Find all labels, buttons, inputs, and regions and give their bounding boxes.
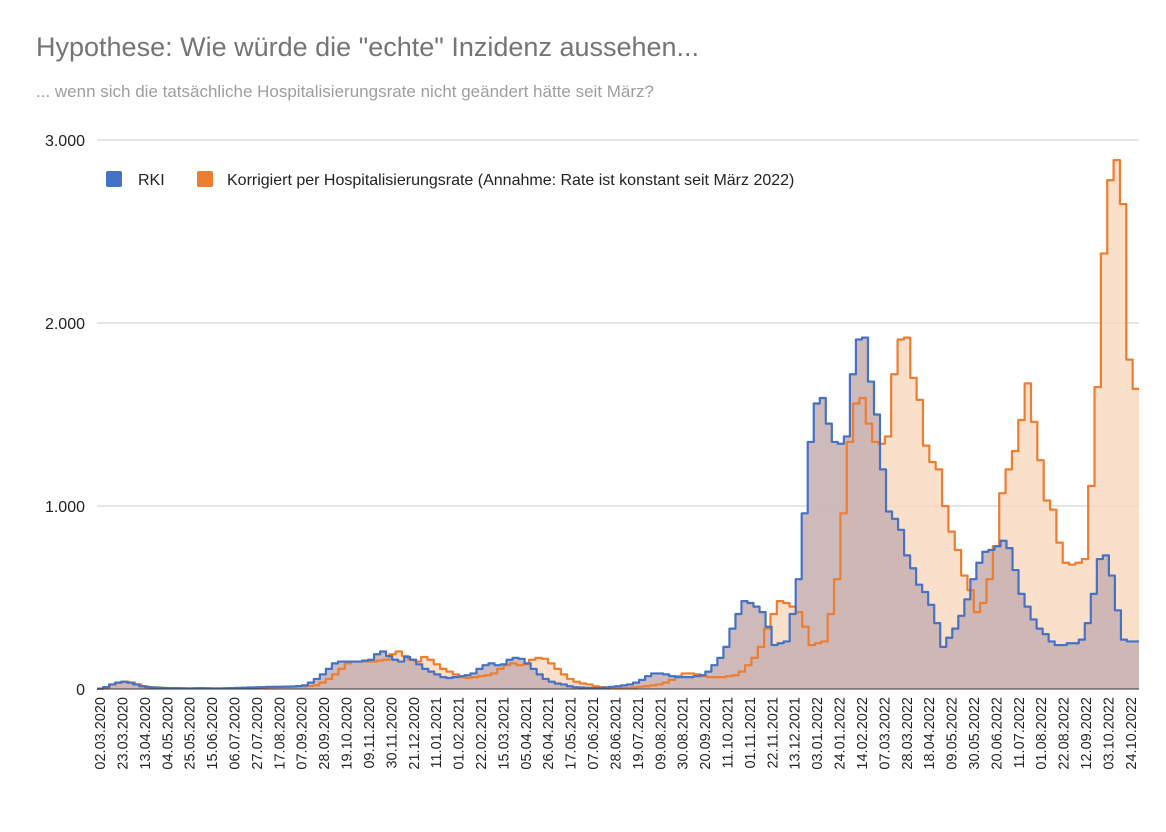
y-tick-label: 0: [76, 682, 85, 699]
x-tick-label: 11.01.2021: [429, 697, 445, 769]
x-tick-label: 24.10.2022: [1124, 697, 1140, 770]
x-tick-label: 17.08.2020: [272, 697, 288, 770]
x-tick-label: 07.03.2022: [877, 697, 893, 770]
x-tick-label: 04.05.2020: [160, 697, 176, 770]
x-tick-label: 11.10.2021: [721, 697, 737, 769]
axes: 0 1.000 2.000 3.000 02.03.2020 23.03.2020 13.0…: [45, 133, 1140, 770]
x-tick-label: 11.07.2022: [1012, 697, 1028, 769]
legend-swatch-corrected: [197, 171, 213, 187]
gridlines: [97, 139, 1139, 507]
y-tick-label: 3.000: [45, 133, 85, 150]
x-tick-label: 22.02.2021: [474, 697, 490, 770]
x-tick-label: 25.05.2020: [183, 697, 199, 770]
series-lines: [97, 159, 1139, 690]
x-tick-label: 20.06.2022: [989, 697, 1005, 770]
x-tick-label: 15.06.2020: [205, 697, 221, 770]
area-rki: [97, 337, 1139, 689]
x-tick-label: 19.07.2021: [631, 697, 647, 770]
x-tick-label: 03.10.2022: [1101, 697, 1117, 770]
x-tick-label: 19.10.2020: [340, 697, 356, 770]
x-tick-label: 24.01.2022: [833, 697, 849, 770]
x-tick-label: 18.04.2022: [922, 697, 938, 770]
legend-label-corrected: Korrigiert per Hospitalisierungsrate (An…: [227, 172, 794, 189]
x-tick-label: 12.09.2022: [1079, 697, 1095, 770]
x-tick-label: 21.12.2020: [407, 697, 423, 770]
x-tick-label: 28.06.2021: [608, 697, 624, 770]
chart-title: Hypothese: Wie würde die "echte" Inziden…: [36, 32, 700, 62]
x-tick-label: 09.05.2022: [945, 697, 961, 770]
legend: RKI Korrigiert per Hospitalisierungsrate…: [106, 171, 794, 189]
x-tick-label: 30.08.2021: [676, 697, 692, 770]
y-tick-label: 2.000: [45, 316, 85, 333]
x-tick-label: 28.09.2020: [317, 697, 333, 770]
x-tick-label: 17.05.2021: [564, 697, 580, 770]
x-tick-label: 13.12.2021: [788, 697, 804, 770]
x-tick-label: 30.11.2020: [384, 697, 400, 769]
x-tick-label: 01.02.2021: [452, 697, 468, 770]
x-tick-label: 01.08.2022: [1034, 697, 1050, 770]
x-tick-label: 28.03.2022: [900, 697, 916, 770]
x-tick-label: 09.08.2021: [653, 697, 669, 770]
x-tick-label: 22.11.2021: [765, 697, 781, 769]
x-tick-label: 03.01.2022: [810, 697, 826, 770]
x-tick-label: 13.04.2020: [138, 697, 154, 770]
chart-subtitle: ... wenn sich die tatsächliche Hospitali…: [36, 82, 654, 101]
x-tick-label: 14.02.2022: [855, 697, 871, 770]
x-tick-label: 15.03.2021: [496, 697, 512, 770]
line-rki: [97, 336, 1139, 690]
x-tick-label: 30.05.2022: [967, 697, 983, 770]
x-tick-label: 27.07.2020: [250, 697, 266, 770]
x-tick-label: 23.03.2020: [115, 697, 131, 770]
x-tick-label: 22.08.2022: [1057, 697, 1073, 770]
x-tick-label: 01.11.2021: [743, 697, 759, 769]
x-tick-label: 05.04.2021: [519, 697, 535, 770]
legend-swatch-rki: [106, 171, 122, 187]
x-tick-label: 09.11.2020: [362, 697, 378, 769]
x-tick-label: 20.09.2021: [698, 697, 714, 770]
x-tick-label: 07.09.2020: [295, 697, 311, 770]
legend-label-rki: RKI: [138, 172, 165, 189]
x-tick-label: 26.04.2021: [541, 697, 557, 770]
x-tick-label: 07.06.2021: [586, 697, 602, 770]
y-tick-label: 1.000: [45, 499, 85, 516]
x-tick-label: 02.03.2020: [93, 697, 109, 770]
series-areas: [97, 160, 1139, 689]
x-tick-label: 06.07.2020: [228, 697, 244, 770]
